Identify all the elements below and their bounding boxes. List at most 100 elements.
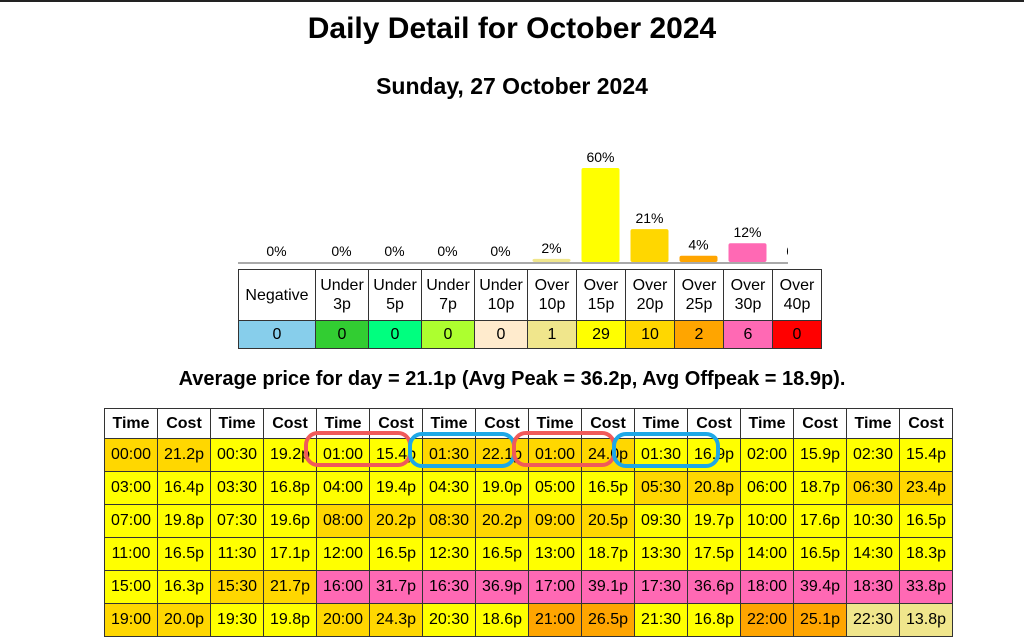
time-cell: 11:00 bbox=[104, 537, 158, 571]
time-cell: 10:00 bbox=[740, 504, 794, 538]
cost-cell: 20.2p bbox=[369, 504, 423, 538]
time-cell: 12:30 bbox=[422, 537, 476, 571]
time-cell: 02:00 bbox=[740, 438, 794, 472]
time-cell: 09:30 bbox=[634, 504, 688, 538]
cost-cell: 16.4p bbox=[157, 471, 211, 505]
cost-header: Cost bbox=[263, 408, 317, 439]
cost-cell: 16.9p bbox=[687, 438, 741, 472]
cost-cell: 20.8p bbox=[687, 471, 741, 505]
cost-cell: 16.5p bbox=[157, 537, 211, 571]
cost-cell: 26.5p bbox=[581, 603, 635, 637]
cost-cell: 22.1p bbox=[475, 438, 529, 472]
cost-cell: 16.5p bbox=[899, 504, 953, 538]
category-label: Over 15p bbox=[576, 269, 626, 321]
bar-percent-label: 0% bbox=[331, 243, 351, 259]
cost-cell: 18.3p bbox=[899, 537, 953, 571]
cost-cell: 25.1p bbox=[793, 603, 847, 637]
time-header: Time bbox=[422, 408, 476, 439]
cost-cell: 16.5p bbox=[475, 537, 529, 571]
cost-header: Cost bbox=[475, 408, 529, 439]
time-cell: 06:00 bbox=[740, 471, 794, 505]
time-cell: 01:00 bbox=[316, 438, 370, 472]
time-cell: 12:00 bbox=[316, 537, 370, 571]
category-count: 1 bbox=[527, 320, 577, 349]
cost-header: Cost bbox=[687, 408, 741, 439]
cost-cell: 16.5p bbox=[581, 471, 635, 505]
bar-percent-label: 0% bbox=[384, 243, 404, 259]
time-cell: 04:30 bbox=[422, 471, 476, 505]
table-row: 15:00 16.3p 15:30 21.7p 16:00 31.7p 16:30 36.9p… bbox=[104, 570, 953, 604]
bar-percent-label: 0% bbox=[786, 243, 788, 259]
category-count: 29 bbox=[576, 320, 626, 349]
cost-cell: 16.3p bbox=[157, 570, 211, 604]
bar-percent-label: 0% bbox=[490, 243, 510, 259]
time-cell: 14:00 bbox=[740, 537, 794, 571]
cost-cell: 18.6p bbox=[475, 603, 529, 637]
time-cell: 08:00 bbox=[316, 504, 370, 538]
category-count: 0 bbox=[421, 320, 475, 349]
time-header: Time bbox=[740, 408, 794, 439]
bar-percent-label: 60% bbox=[586, 149, 614, 165]
cost-cell: 13.8p bbox=[899, 603, 953, 637]
category-label: Under 10p bbox=[474, 269, 528, 321]
category-count: 0 bbox=[474, 320, 528, 349]
time-cell: 11:30 bbox=[210, 537, 264, 571]
category-table: Negative Under 3p Under 5p Under 7p Under 10… bbox=[238, 269, 822, 349]
cost-cell: 39.1p bbox=[581, 570, 635, 604]
cost-cell: 24.3p bbox=[369, 603, 423, 637]
top-border bbox=[0, 0, 1024, 2]
cost-header: Cost bbox=[793, 408, 847, 439]
bar-percent-label: 4% bbox=[688, 237, 708, 253]
table-row: 19:00 20.0p 19:30 19.8p 20:00 24.3p 20:30 18.6p… bbox=[104, 603, 953, 637]
category-label: Under 7p bbox=[421, 269, 475, 321]
bar-percent-label: 0% bbox=[266, 243, 286, 259]
time-cell: 17:30 bbox=[634, 570, 688, 604]
cost-cell: 20.2p bbox=[475, 504, 529, 538]
time-header: Time bbox=[104, 408, 158, 439]
bar-percent-label: 21% bbox=[635, 210, 663, 226]
category-label: Over 40p bbox=[772, 269, 822, 321]
category-count: 0 bbox=[238, 320, 316, 349]
bar-percent-label: 2% bbox=[541, 240, 561, 256]
cost-cell: 20.5p bbox=[581, 504, 635, 538]
category-label: Over 30p bbox=[723, 269, 773, 321]
time-cell: 00:30 bbox=[210, 438, 264, 472]
cost-cell: 15.9p bbox=[793, 438, 847, 472]
time-cell: 22:00 bbox=[740, 603, 794, 637]
cost-cell: 31.7p bbox=[369, 570, 423, 604]
time-cell: 18:00 bbox=[740, 570, 794, 604]
time-cell: 19:30 bbox=[210, 603, 264, 637]
time-cell: 03:00 bbox=[104, 471, 158, 505]
category-label: Negative bbox=[238, 269, 316, 321]
cost-cell: 17.1p bbox=[263, 537, 317, 571]
time-cell: 16:00 bbox=[316, 570, 370, 604]
time-cell: 18:30 bbox=[846, 570, 900, 604]
cost-cell: 23.4p bbox=[899, 471, 953, 505]
bar-over-20p bbox=[630, 229, 669, 262]
cost-cell: 20.0p bbox=[157, 603, 211, 637]
time-cell: 01:00 bbox=[528, 438, 582, 472]
cost-cell: 16.8p bbox=[687, 603, 741, 637]
cost-cell: 17.6p bbox=[793, 504, 847, 538]
cost-header: Cost bbox=[899, 408, 953, 439]
bar-percent-label: 12% bbox=[733, 224, 761, 240]
time-cell: 06:30 bbox=[846, 471, 900, 505]
category-count: 6 bbox=[723, 320, 773, 349]
time-cell: 07:30 bbox=[210, 504, 264, 538]
average-price-summary: Average price for day = 21.1p (Avg Peak … bbox=[178, 368, 846, 390]
cost-cell: 19.2p bbox=[263, 438, 317, 472]
table-row: 11:00 16.5p 11:30 17.1p 12:00 16.5p 12:30 16.5p… bbox=[104, 537, 953, 571]
time-cell: 09:00 bbox=[528, 504, 582, 538]
time-cell: 15:00 bbox=[104, 570, 158, 604]
half-hourly-price-table: Time Cost Time Cost Time Cost Time Cost Time Cost… bbox=[104, 408, 953, 637]
cost-cell: 18.7p bbox=[581, 537, 635, 571]
cost-cell: 19.0p bbox=[475, 471, 529, 505]
category-count: 10 bbox=[625, 320, 675, 349]
time-cell: 20:30 bbox=[422, 603, 476, 637]
time-cell: 21:30 bbox=[634, 603, 688, 637]
cost-cell: 15.4p bbox=[899, 438, 953, 472]
time-cell: 02:30 bbox=[846, 438, 900, 472]
time-header: Time bbox=[528, 408, 582, 439]
time-cell: 07:00 bbox=[104, 504, 158, 538]
time-cell: 13:00 bbox=[528, 537, 582, 571]
